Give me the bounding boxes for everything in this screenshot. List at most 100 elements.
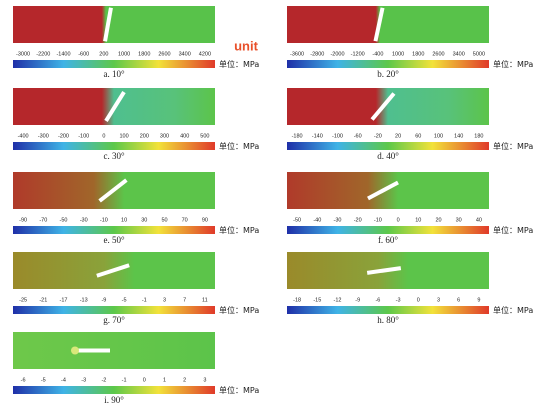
unit-label: 单位：MPa [493,59,533,69]
colorbar-tick-label: -400 [372,51,383,57]
crack-tip [71,346,79,355]
crack [103,7,113,42]
colorbar-tick-label: 0 [417,297,420,303]
crack [104,91,126,122]
colorbar-tick-label: -200 [58,133,69,139]
colorbar-tick-label: -30 [80,217,88,223]
caption: c. 30° [103,151,124,161]
crack [367,180,399,201]
colorbar-tick-label: 200 [99,51,108,57]
unit-label: 单位：MPa [219,385,259,395]
colorbar [13,306,215,314]
stress-field [13,332,215,369]
colorbar [13,142,215,150]
colorbar-tick-label: -50 [293,217,301,223]
colorbar-tick-label: -25 [19,297,27,303]
stress-field [13,6,215,43]
colorbar-tick-label: -5 [122,297,127,303]
colorbar-tick-label: -6 [21,377,26,383]
unit-label: 单位：MPa [493,141,533,151]
caption: b. 20° [377,69,399,79]
colorbar-tick-label: 90 [202,217,208,223]
caption: d. 40° [377,151,399,161]
colorbar-tick-label: -2000 [330,51,344,57]
unit-label: 单位：MPa [219,141,259,151]
crack [76,348,110,353]
panel: -90 -70 -50 -30 -10 10 30 50 70 90 单位：MPa e. 50° [13,172,259,245]
colorbar-tick-label: 500 [200,133,209,139]
colorbar-tick-label: -60 [354,133,362,139]
panel: -3000 -2200 -1400 -600 200 1000 1800 2600 3400 42… [13,6,259,79]
colorbar [287,226,489,234]
panel: -400 -300 -200 -100 0 100 200 300 400 500 单位：MPa c.… [13,88,259,161]
caption: f. 60° [378,235,398,245]
colorbar-tick-label: 1 [163,377,166,383]
colorbar-tick-label: -3600 [290,51,304,57]
colorbar-tick-label: 0 [397,217,400,223]
colorbar-tick-label: 10 [415,217,421,223]
colorbar-tick-label: 40 [476,217,482,223]
colorbar-tick-label: -2 [101,377,106,383]
colorbar-tick-label: -1 [142,297,147,303]
colorbar-tick-label: -12 [334,297,342,303]
colorbar-tick-label: 20 [435,217,441,223]
unit-note: unit [234,38,258,53]
colorbar-tick-label: 6 [457,297,460,303]
colorbar-tick-label: -3000 [16,51,30,57]
colorbar-tick-label: 180 [474,133,483,139]
colorbar-tick-label: -6 [375,297,380,303]
colorbar-tick-label: 1000 [118,51,130,57]
colorbar [13,386,215,394]
colorbar-tick-label: -21 [39,297,47,303]
colorbar-tick-label: 7 [183,297,186,303]
colorbar-tick-label: -180 [292,133,303,139]
colorbar [287,60,489,68]
colorbar-tick-label: 2600 [158,51,170,57]
colorbar-tick-label: -70 [39,217,47,223]
colorbar-tick-label: 20 [395,133,401,139]
colorbar-tick-label: -90 [19,217,27,223]
colorbar-tick-label: 140 [454,133,463,139]
panel: -18 -15 -12 -9 -6 -3 0 3 6 9 单位：MPa h. 80° [287,252,533,325]
crack [366,266,402,275]
colorbar-tick-label: -300 [38,133,49,139]
colorbar-tick-label: -4 [61,377,66,383]
colorbar-tick-label: 100 [120,133,129,139]
colorbar-tick-label: 5000 [473,51,485,57]
colorbar-tick-label: -3 [81,377,86,383]
colorbar-tick-label: -10 [100,217,108,223]
colorbar-tick-label: 0 [102,133,105,139]
colorbar-tick-label: 2 [183,377,186,383]
colorbar-tick-label: -30 [334,217,342,223]
colorbar-tick-label: 4200 [199,51,211,57]
colorbar-tick-label: 1000 [392,51,404,57]
caption: i. 90° [104,395,124,405]
panel: -3600 -2800 -2000 -1200 -400 1000 1800 2600 3400… [287,6,533,79]
unit-label: 单位：MPa [493,305,533,315]
colorbar-tick-label: 70 [182,217,188,223]
colorbar-tick-label: -2800 [310,51,324,57]
colorbar-tick-label: 2600 [432,51,444,57]
colorbar-tick-label: -100 [332,133,343,139]
colorbar-tick-label: 3 [163,297,166,303]
colorbar-tick-label: 11 [202,297,208,303]
caption: h. 80° [377,315,399,325]
colorbar-tick-label: -10 [374,217,382,223]
colorbar-tick-label: 100 [434,133,443,139]
colorbar-tick-label: -40 [313,217,321,223]
colorbar-tick-label: -9 [101,297,106,303]
colorbar-tick-label: -5 [41,377,46,383]
colorbar-tick-label: -100 [78,133,89,139]
colorbar-tick-label: -18 [293,297,301,303]
stress-field [287,88,489,125]
colorbar [13,60,215,68]
colorbar [13,226,215,234]
colorbar-tick-label: 3 [203,377,206,383]
stress-field [287,172,489,209]
colorbar-tick-label: 60 [415,133,421,139]
colorbar-tick-label: 0 [143,377,146,383]
colorbar [287,142,489,150]
colorbar-tick-label: -15 [313,297,321,303]
